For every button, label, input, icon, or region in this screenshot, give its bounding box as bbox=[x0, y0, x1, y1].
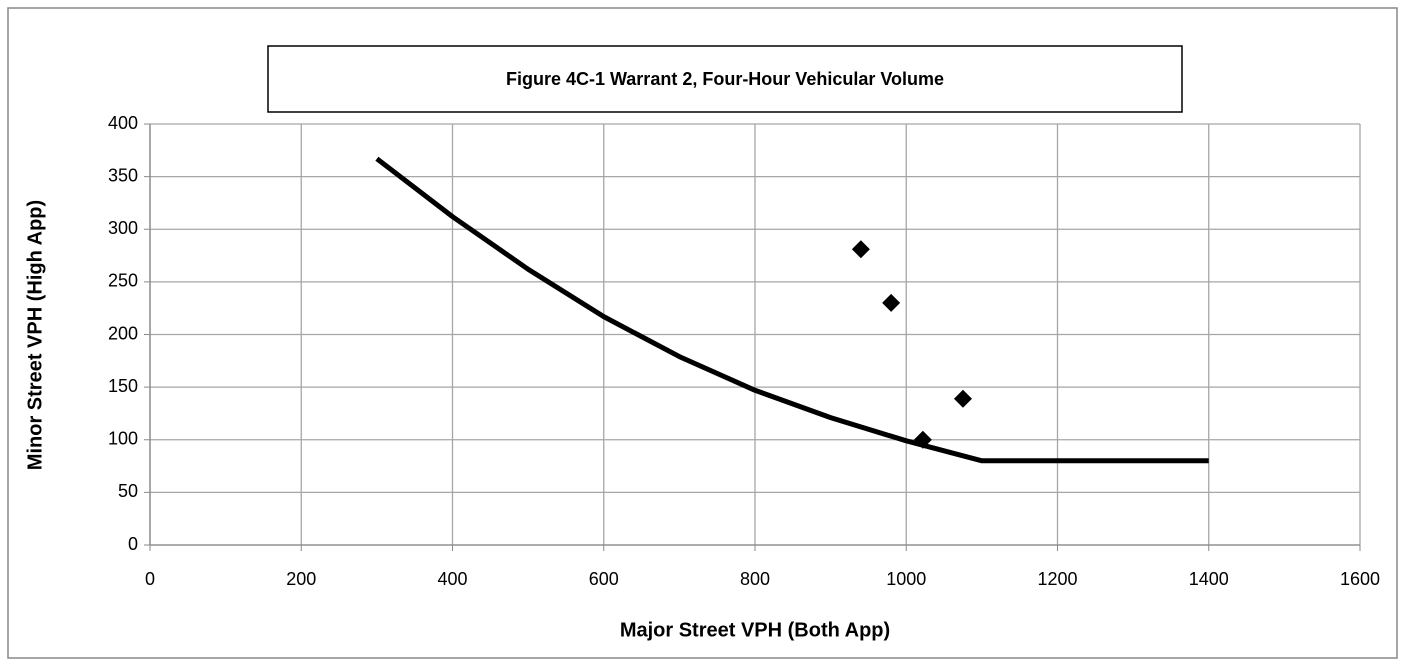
x-tick-label: 1000 bbox=[886, 569, 926, 589]
y-tick-label: 0 bbox=[128, 534, 138, 554]
data-point bbox=[882, 293, 901, 312]
data-point bbox=[953, 389, 972, 408]
x-tick-label: 600 bbox=[589, 569, 619, 589]
y-tick-label: 250 bbox=[108, 271, 138, 291]
data-point bbox=[913, 430, 932, 449]
y-tick-label: 150 bbox=[108, 376, 138, 396]
y-axis-label: Minor Street VPH (High App) bbox=[24, 200, 46, 470]
y-tick-label: 400 bbox=[108, 113, 138, 133]
x-tick-label: 1600 bbox=[1340, 569, 1380, 589]
y-tick-label: 300 bbox=[108, 218, 138, 238]
y-tick-label: 50 bbox=[118, 481, 138, 501]
title-box bbox=[267, 45, 1183, 113]
curve bbox=[375, 156, 1209, 464]
x-tick-label: 400 bbox=[437, 569, 467, 589]
x-tick-label: 1200 bbox=[1037, 569, 1077, 589]
y-tick-label: 350 bbox=[108, 165, 138, 185]
x-tick-label: 1400 bbox=[1189, 569, 1229, 589]
data-point bbox=[851, 240, 870, 259]
y-tick-label: 200 bbox=[108, 323, 138, 343]
chart-frame bbox=[7, 7, 1398, 659]
x-tick-label: 800 bbox=[740, 569, 770, 589]
y-tick-label: 100 bbox=[108, 429, 138, 449]
chart-title: Figure 4C-1 Warrant 2, Four-Hour Vehicul… bbox=[506, 69, 944, 89]
x-tick-label: 0 bbox=[145, 569, 155, 589]
x-tick-label: 200 bbox=[286, 569, 316, 589]
x-axis-label: Major Street VPH (Both App) bbox=[620, 619, 890, 641]
